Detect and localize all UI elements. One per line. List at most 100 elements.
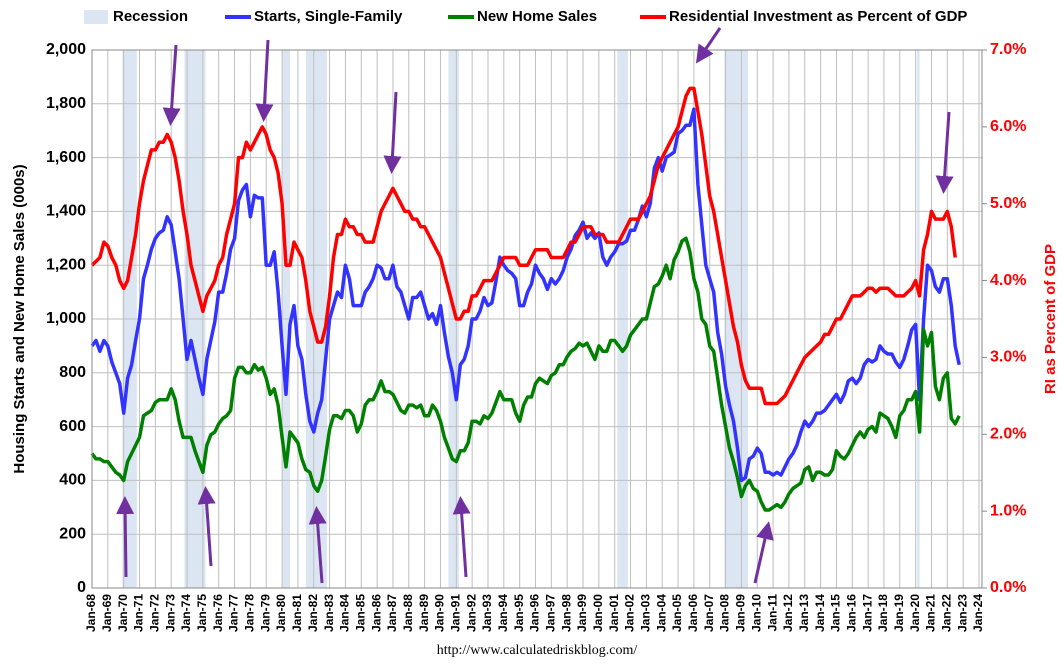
y-tick-label: 200 (59, 525, 86, 542)
y-tick-label: 1,800 (46, 95, 86, 112)
legend-label: Starts, Single-Family (254, 8, 403, 25)
x-tick-label: Jan-05 (670, 594, 684, 632)
series-line (90, 86, 957, 406)
arrow (935, 111, 954, 194)
x-tick-label: Jan-23 (955, 594, 969, 632)
x-tick-label: Jan-75 (195, 594, 209, 632)
x-tick-label: Jan-97 (544, 594, 558, 632)
y2-tick-label: 2.0% (990, 426, 1026, 443)
series-line (90, 236, 961, 512)
y2-tick-label: 4.0% (990, 272, 1026, 289)
x-tick-label: Jan-72 (148, 594, 162, 632)
arrow (116, 496, 135, 578)
x-tick-label: Jan-81 (290, 594, 304, 632)
x-tick-label: Jan-06 (686, 594, 700, 632)
plot-area (90, 86, 961, 512)
legend-swatch (84, 10, 108, 24)
x-tick-label: Jan-74 (179, 594, 193, 632)
legend-label: Recession (113, 8, 188, 25)
x-tick-label: Jan-87 (385, 594, 399, 632)
y-tick-label: 600 (59, 418, 86, 435)
y2-tick-label: 1.0% (990, 502, 1026, 519)
x-tick-label: Jan-16 (844, 594, 858, 632)
x-tick-label: Jan-85 (353, 594, 367, 632)
y2-axis-title: RI as Percent of GDP (1042, 244, 1059, 394)
x-tick-label: Jan-00 (591, 594, 605, 632)
y2-tick-label: 3.0% (990, 349, 1026, 366)
y-tick-label: 400 (59, 472, 86, 489)
x-tick-label: Jan-90 (433, 594, 447, 632)
legend-label: New Home Sales (477, 8, 597, 25)
x-tick-label: Jan-91 (448, 594, 462, 632)
x-tick-label: Jan-09 (734, 594, 748, 632)
x-tick-label: Jan-68 (84, 594, 98, 632)
legend-label: Residential Investment as Percent of GDP (669, 8, 967, 25)
annotations (116, 27, 954, 584)
x-tick-label: Jan-73 (163, 594, 177, 632)
x-tick-label: Jan-83 (322, 594, 336, 632)
x-tick-label: Jan-93 (480, 594, 494, 632)
x-tick-label: Jan-21 (924, 594, 938, 632)
x-tick-label: Jan-08 (718, 594, 732, 632)
x-tick-label: Jan-84 (338, 594, 352, 632)
plot-frame (91, 49, 983, 589)
x-tick-label: Jan-18 (876, 594, 890, 632)
x-tick-label: Jan-89 (417, 594, 431, 632)
x-tick-label: Jan-12 (781, 594, 795, 632)
arrow (255, 39, 274, 122)
x-tick-label: Jan-98 (559, 594, 573, 632)
x-tick-label: Jan-13 (797, 594, 811, 632)
arrow (308, 506, 327, 584)
x-tick-label: Jan-96 (528, 594, 542, 632)
x-tick-label: Jan-77 (227, 594, 241, 632)
x-tick-label: Jan-99 (575, 594, 589, 632)
x-tick-label: Jan-82 (306, 594, 320, 632)
y-tick-label: 1,000 (46, 310, 86, 327)
x-tick-label: Jan-94 (496, 594, 510, 632)
x-tick-label: Jan-69 (100, 594, 114, 632)
series-line (90, 107, 961, 483)
source: http://www.calculatedriskblog.com/ (437, 643, 638, 658)
arrow (197, 486, 216, 567)
x-tick-label: Jan-17 (860, 594, 874, 632)
x-tick-label: Jan-24 (971, 594, 985, 632)
x-tick-label: Jan-70 (116, 594, 130, 632)
x-tick-label: Jan-76 (211, 594, 225, 632)
x-tick-label: Jan-03 (639, 594, 653, 632)
y2-tick-label: 7.0% (990, 41, 1026, 58)
arrow (695, 27, 722, 64)
x-tick-label: Jan-95 (512, 594, 526, 632)
x-tick-label: Jan-10 (749, 594, 763, 632)
arrow (452, 496, 471, 578)
x-tick-label: Jan-71 (132, 594, 146, 632)
x-tick-label: Jan-11 (765, 594, 779, 632)
x-tick-label: Jan-79 (258, 594, 272, 632)
arrow (753, 521, 774, 584)
arrow (162, 44, 181, 126)
y-tick-label: 800 (59, 364, 86, 381)
x-tick-label: Jan-02 (623, 594, 637, 632)
x-tick-label: Jan-19 (892, 594, 906, 632)
x-tick-label: Jan-86 (369, 594, 383, 632)
x-tick-label: Jan-07 (702, 594, 716, 632)
plot-background (91, 49, 982, 589)
x-tick-label: Jan-04 (654, 594, 668, 632)
y2-tick-label: 0.0% (990, 579, 1026, 596)
x-tick-label: Jan-78 (243, 594, 257, 632)
y2-tick-label: 6.0% (990, 118, 1026, 135)
x-tick-label: Jan-88 (401, 594, 415, 632)
x-tick-label: Jan-01 (607, 594, 621, 632)
y-axis-title: Housing Starts and New Home Sales (000s) (11, 164, 28, 473)
y-tick-label: 2,000 (46, 41, 86, 58)
y-tick-label: 0 (77, 579, 86, 596)
y-tick-label: 1,400 (46, 203, 86, 220)
y-tick-label: 1,600 (46, 149, 86, 166)
x-tick-label: Jan-20 (908, 594, 922, 632)
x-tick-label: Jan-14 (813, 594, 827, 632)
arrow (383, 91, 402, 174)
y2-tick-label: 5.0% (990, 195, 1026, 212)
x-tick-label: Jan-80 (274, 594, 288, 632)
legend: Recession Starts, Single-Family New Home … (84, 8, 967, 25)
y-tick-label: 1,200 (46, 256, 86, 273)
